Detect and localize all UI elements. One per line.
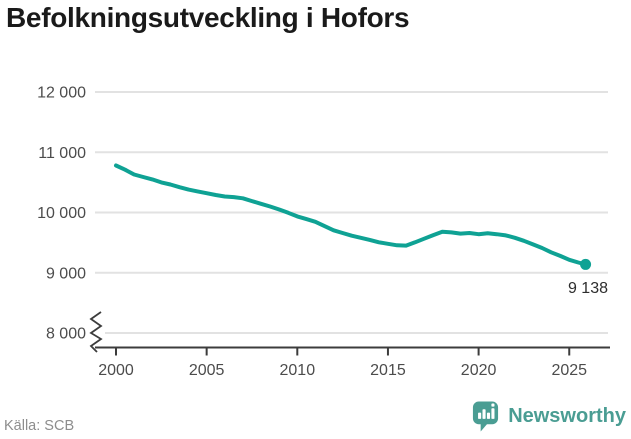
y-axis-tick-label: 8 000 bbox=[46, 326, 86, 343]
x-axis-tick-label: 2020 bbox=[461, 362, 497, 379]
newsworthy-logo-text: Newsworthy bbox=[508, 404, 626, 427]
x-axis-tick-label: 2025 bbox=[551, 362, 587, 379]
x-axis-tick-label: 2000 bbox=[98, 362, 134, 379]
source-label: Källa: SCB bbox=[4, 418, 75, 434]
y-axis-tick-label: 10 000 bbox=[37, 205, 86, 222]
latest-value-dot bbox=[580, 258, 592, 270]
x-axis-tick-label: 2015 bbox=[370, 362, 406, 379]
newsworthy-brand-link[interactable]: Newsworthy bbox=[471, 400, 626, 432]
mini-barchart-glyph bbox=[478, 403, 495, 419]
population-chart: 8 000 9 000 10 000 11 000 12 000 2000 2005 2010… bbox=[37, 85, 610, 379]
latest-value-label: 9 138 bbox=[568, 280, 608, 297]
y-axis-tick-label: 12 000 bbox=[37, 85, 86, 102]
population-line bbox=[114, 163, 588, 267]
x-axis-tick-label: 2005 bbox=[189, 362, 225, 379]
newsworthy-logo-icon bbox=[473, 401, 499, 432]
y-axis-tick-label: 9 000 bbox=[46, 265, 86, 282]
y-axis-tick-label: 11 000 bbox=[38, 145, 86, 162]
axis-break-icon bbox=[89, 311, 103, 353]
chart-title: Befolkningsutveckling i Hofors bbox=[6, 2, 410, 33]
x-axis-tick-label: 2010 bbox=[280, 362, 316, 379]
